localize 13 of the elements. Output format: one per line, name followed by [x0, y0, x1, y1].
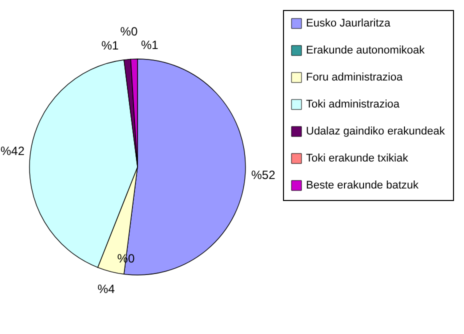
data-label: %1: [101, 38, 120, 53]
data-label: %4: [97, 282, 116, 296]
data-label: %42: [0, 144, 25, 158]
legend-label: Foru administrazioa: [306, 72, 404, 84]
legend-label: Beste erakunde batzuk: [306, 180, 420, 192]
legend-label: Toki administrazioa: [306, 98, 400, 110]
legend-label: Udalaz gaindiko erakundeak: [306, 126, 446, 138]
legend-label: Toki erakunde txikiak: [306, 152, 409, 164]
legend-label: Erakunde autonomikoak: [306, 44, 426, 56]
legend-label: Eusko Jaurlaritza: [306, 18, 392, 30]
text: %0: [120, 24, 138, 38]
data-label: %1: [140, 38, 159, 52]
data-label: %52: [251, 168, 276, 182]
